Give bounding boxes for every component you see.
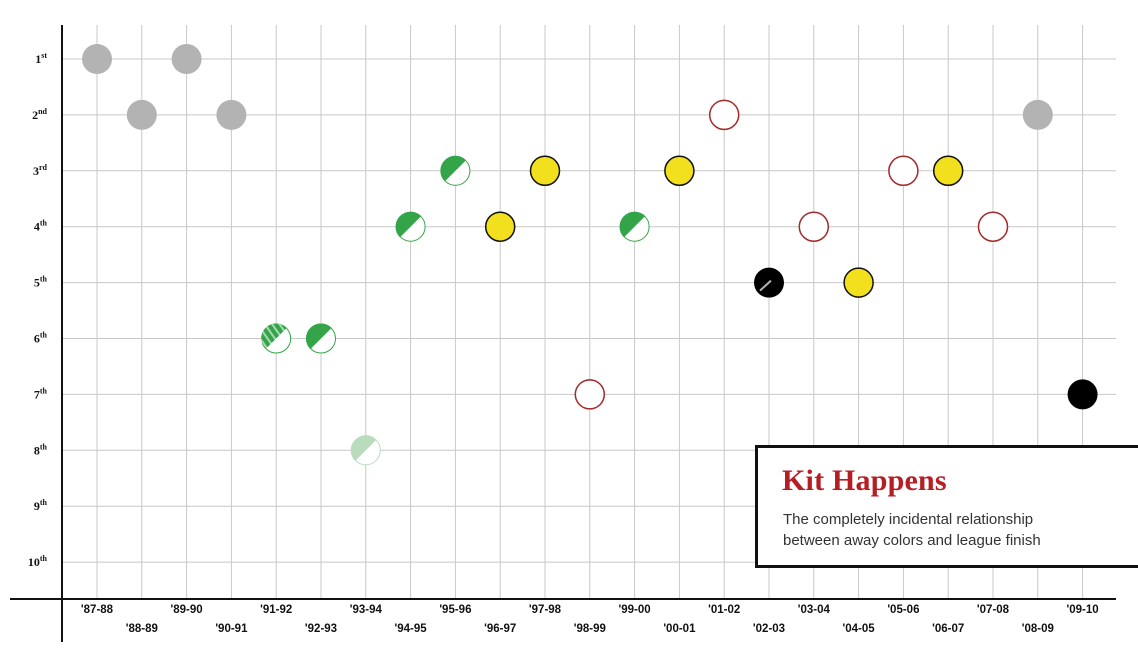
- marker-half-fill: [395, 211, 426, 242]
- data-point-04-05-yellow: [843, 267, 874, 298]
- x-tick-label: '00-01: [663, 623, 696, 635]
- marker-fill: [82, 44, 112, 74]
- data-point-06-07-yellow: [932, 155, 964, 187]
- x-tick-label: '01-02: [708, 604, 740, 616]
- x-tick-label: '04-05: [843, 623, 876, 635]
- marker-fill: [529, 155, 561, 187]
- marker-fill: [708, 99, 740, 131]
- y-tick-label: 8th: [34, 442, 48, 457]
- x-tick-label: '06-07: [932, 623, 964, 635]
- x-tick-label: '97-98: [529, 604, 562, 616]
- x-tick-label: '89-90: [171, 604, 203, 616]
- marker-fill: [484, 211, 516, 242]
- x-tick-label: '98-99: [574, 623, 606, 635]
- x-tick-label: '02-03: [753, 623, 785, 635]
- x-tick-label: '03-04: [798, 604, 831, 616]
- data-point-89-90-grey: [171, 44, 202, 74]
- y-tick-label: 5th: [34, 275, 48, 290]
- marker-half-fill: [306, 323, 336, 354]
- chart-title: Kit Happens: [782, 464, 947, 497]
- data-point-87-88-grey: [82, 44, 112, 74]
- x-tick-label: '99-00: [619, 604, 651, 616]
- data-point-00-01-yellow: [664, 155, 695, 187]
- x-tick-label: '88-89: [126, 623, 158, 635]
- data-point-99-00-green-white: [619, 211, 650, 242]
- data-point-94-95-green-white: [395, 211, 426, 242]
- x-tick-label: '05-06: [887, 604, 919, 616]
- subtitle-line-1: The completely incidental relationship: [783, 511, 1034, 528]
- marker-fill: [171, 44, 202, 74]
- y-tick-label: 9th: [34, 498, 48, 513]
- x-tick-label: '09-10: [1067, 604, 1099, 616]
- y-tick-label: 6th: [34, 331, 48, 346]
- data-point-08-09-grey: [1022, 99, 1053, 130]
- x-tick-label: '91-92: [260, 604, 292, 616]
- x-tick-label: '87-88: [81, 604, 114, 616]
- x-tick-label: '95-96: [439, 604, 471, 616]
- x-tick-label: '90-91: [215, 623, 248, 635]
- marker-fill: [888, 155, 919, 187]
- data-point-02-03-black: [754, 267, 784, 298]
- y-tick-label: 10th: [28, 554, 48, 569]
- marker-fill: [126, 99, 157, 130]
- chart-subtitle: The completely incidental relationship b…: [783, 509, 1083, 551]
- marker-fill: [798, 211, 830, 242]
- y-tick-label: 1st: [35, 51, 47, 66]
- x-tick-label: '93-94: [350, 604, 383, 616]
- marker-fill: [216, 99, 247, 130]
- marker-stripe: [759, 279, 772, 292]
- x-tick-label: '94-95: [395, 623, 428, 635]
- data-point-90-91-grey: [216, 99, 247, 130]
- data-point-03-04-white: [798, 211, 830, 242]
- y-tick-label: 3rd: [33, 163, 48, 178]
- x-tick-label: '92-93: [305, 623, 337, 635]
- marker-fill: [1022, 99, 1053, 130]
- y-tick-label: 4th: [34, 219, 48, 234]
- legend-box: Kit Happens The completely incidental re…: [755, 445, 1138, 568]
- subtitle-line-2: between away colors and league finish: [783, 532, 1041, 549]
- data-point-95-96-green-white: [440, 155, 471, 186]
- data-point-91-92-green-white-striped: [261, 323, 292, 354]
- marker-fill: [664, 155, 695, 187]
- marker-half-fill: [440, 155, 471, 186]
- y-tick-label: 7th: [34, 386, 48, 401]
- marker-fill: [977, 211, 1009, 242]
- marker-fill: [1067, 379, 1098, 410]
- data-point-88-89-grey: [126, 99, 157, 130]
- marker-half-fill: [261, 323, 292, 354]
- data-point-92-93-green-white: [306, 323, 336, 354]
- data-point-05-06-white: [888, 155, 919, 187]
- data-point-97-98-yellow: [529, 155, 561, 187]
- y-tick-label: 2nd: [32, 107, 47, 122]
- x-tick-label: '96-97: [484, 623, 516, 635]
- data-point-98-99-white: [574, 379, 606, 410]
- marker-half-fill: [350, 435, 381, 466]
- data-point-01-02-white: [708, 99, 740, 131]
- marker-fill: [843, 267, 874, 298]
- data-point-09-10-black: [1067, 379, 1098, 410]
- data-point-93-94-light-green-white: [350, 435, 381, 466]
- x-tick-label: '07-08: [977, 604, 1010, 616]
- marker-half-fill: [619, 211, 650, 242]
- marker-fill: [574, 379, 606, 410]
- marker-fill: [932, 155, 964, 187]
- data-point-96-97-yellow: [484, 211, 516, 242]
- data-point-07-08-white: [977, 211, 1009, 242]
- x-tick-label: '08-09: [1022, 623, 1054, 635]
